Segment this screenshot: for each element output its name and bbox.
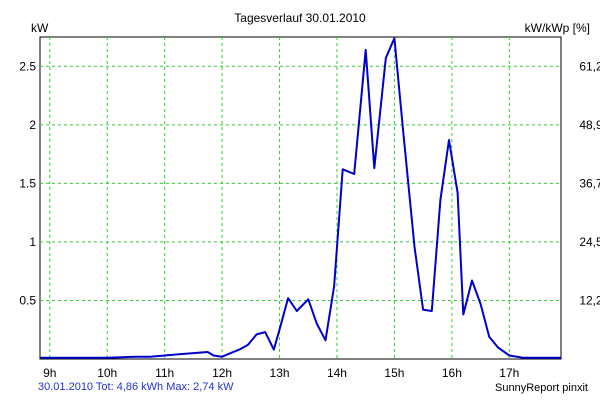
x-tick-label: 16h [442,366,462,380]
y2-tick-label: 36,7 [579,176,600,190]
y-axis-label-left: kW [31,21,49,35]
y-tick-label: 2 [29,118,36,132]
x-tick-label: 10h [97,366,117,380]
chart-title: Tagesverlauf 30.01.2010 [234,11,366,25]
x-tick-label: 17h [499,366,519,380]
y2-tick-label: 12,2 [579,293,600,307]
x-tick-label: 12h [212,366,232,380]
y-axis-label-right: kW/kWp [%] [524,21,590,35]
x-tick-label: 15h [384,366,404,380]
x-tick-label: 11h [155,366,174,380]
y-tick-label: 1 [29,235,36,249]
y-tick-label: 2.5 [19,59,36,73]
footer-summary: 30.01.2010 Tot: 4,86 kWh Max: 2,74 kW [38,381,234,393]
y-tick-label: 0.5 [19,293,36,307]
x-tick-label: 9h [43,366,56,380]
footer-credit: SunnyReport pinxit [495,382,588,394]
plot-frame [39,36,562,360]
x-tick-label: 14h [327,366,347,380]
y-tick-label: 1.5 [19,176,36,190]
y2-tick-label: 61,2 [579,59,600,73]
y2-tick-label: 48,9 [579,118,600,132]
y2-tick-label: 24,5 [579,235,600,249]
series-line [40,37,561,359]
x-tick-label: 13h [270,366,290,380]
